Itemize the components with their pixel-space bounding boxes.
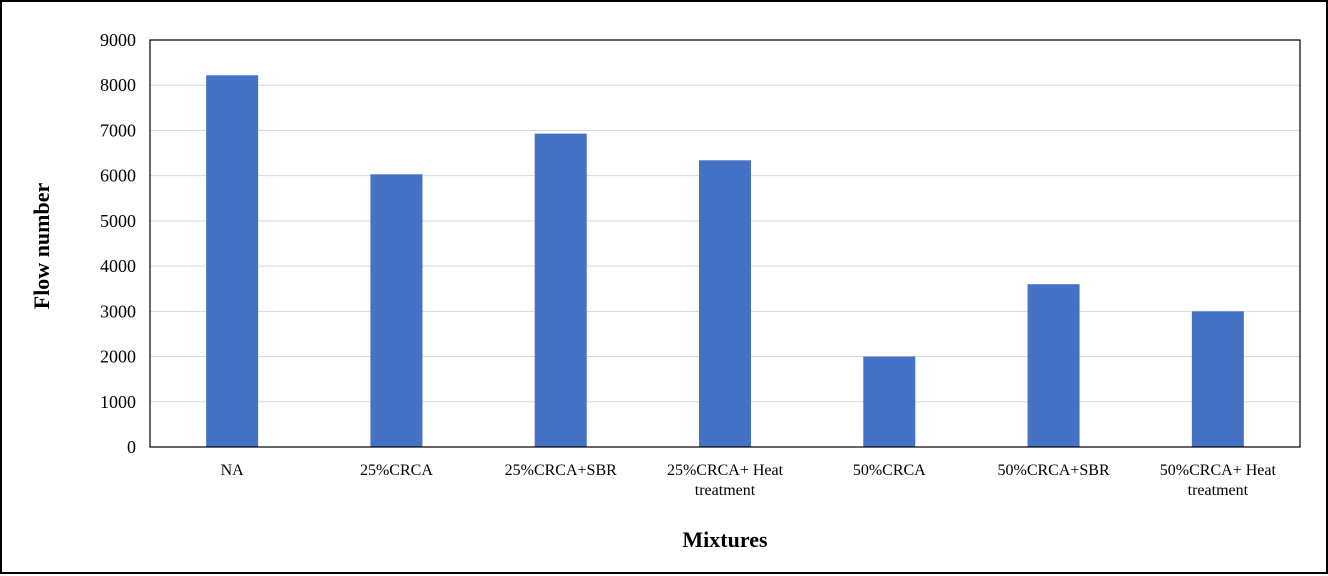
y-tick-label: 1000 [100,392,136,412]
axes [149,39,1301,448]
x-tick-label: 50%CRCA+ Heat treatment [1160,462,1277,499]
bar [1027,284,1080,447]
y-tick-label: 0 [127,437,136,457]
x-tick-labels: NA 25%CRCA 25%CRCA+SBR 25%CRCA+ Heat treatme… [221,462,1277,499]
y-axis-title: Flow number [29,183,54,310]
y-tick-label: 8000 [100,75,136,95]
x-axis-title: Mixtures [682,527,768,552]
y-tick-labels: 0 1000 2000 3000 4000 5000 6000 7000 8000 9000 [100,30,136,457]
x-tick-label: 25%CRCA [360,462,433,479]
y-tick-label: 3000 [100,301,136,321]
bar [534,133,587,448]
y-tick-label: 4000 [100,256,136,276]
y-tick-label: 5000 [100,211,136,231]
y-tick-label: 9000 [100,30,136,50]
y-tick-label: 7000 [100,120,136,140]
x-tick-label: 25%CRCA+ Heat treatment [667,462,784,499]
bars [206,75,1244,448]
x-tick-label: 50%CRCA [853,462,926,479]
bar [699,160,751,447]
x-tick-label: 25%CRCA+SBR [505,462,617,479]
bar [206,75,259,448]
y-tick-label: 6000 [100,166,136,186]
y-tick-label: 2000 [100,347,136,367]
bar [1191,311,1244,447]
x-tick-label: NA [221,462,245,479]
bar [370,174,423,447]
plot-area-border [149,39,1301,448]
bar [863,356,916,447]
x-tick-label: 50%CRCA+SBR [997,462,1109,479]
